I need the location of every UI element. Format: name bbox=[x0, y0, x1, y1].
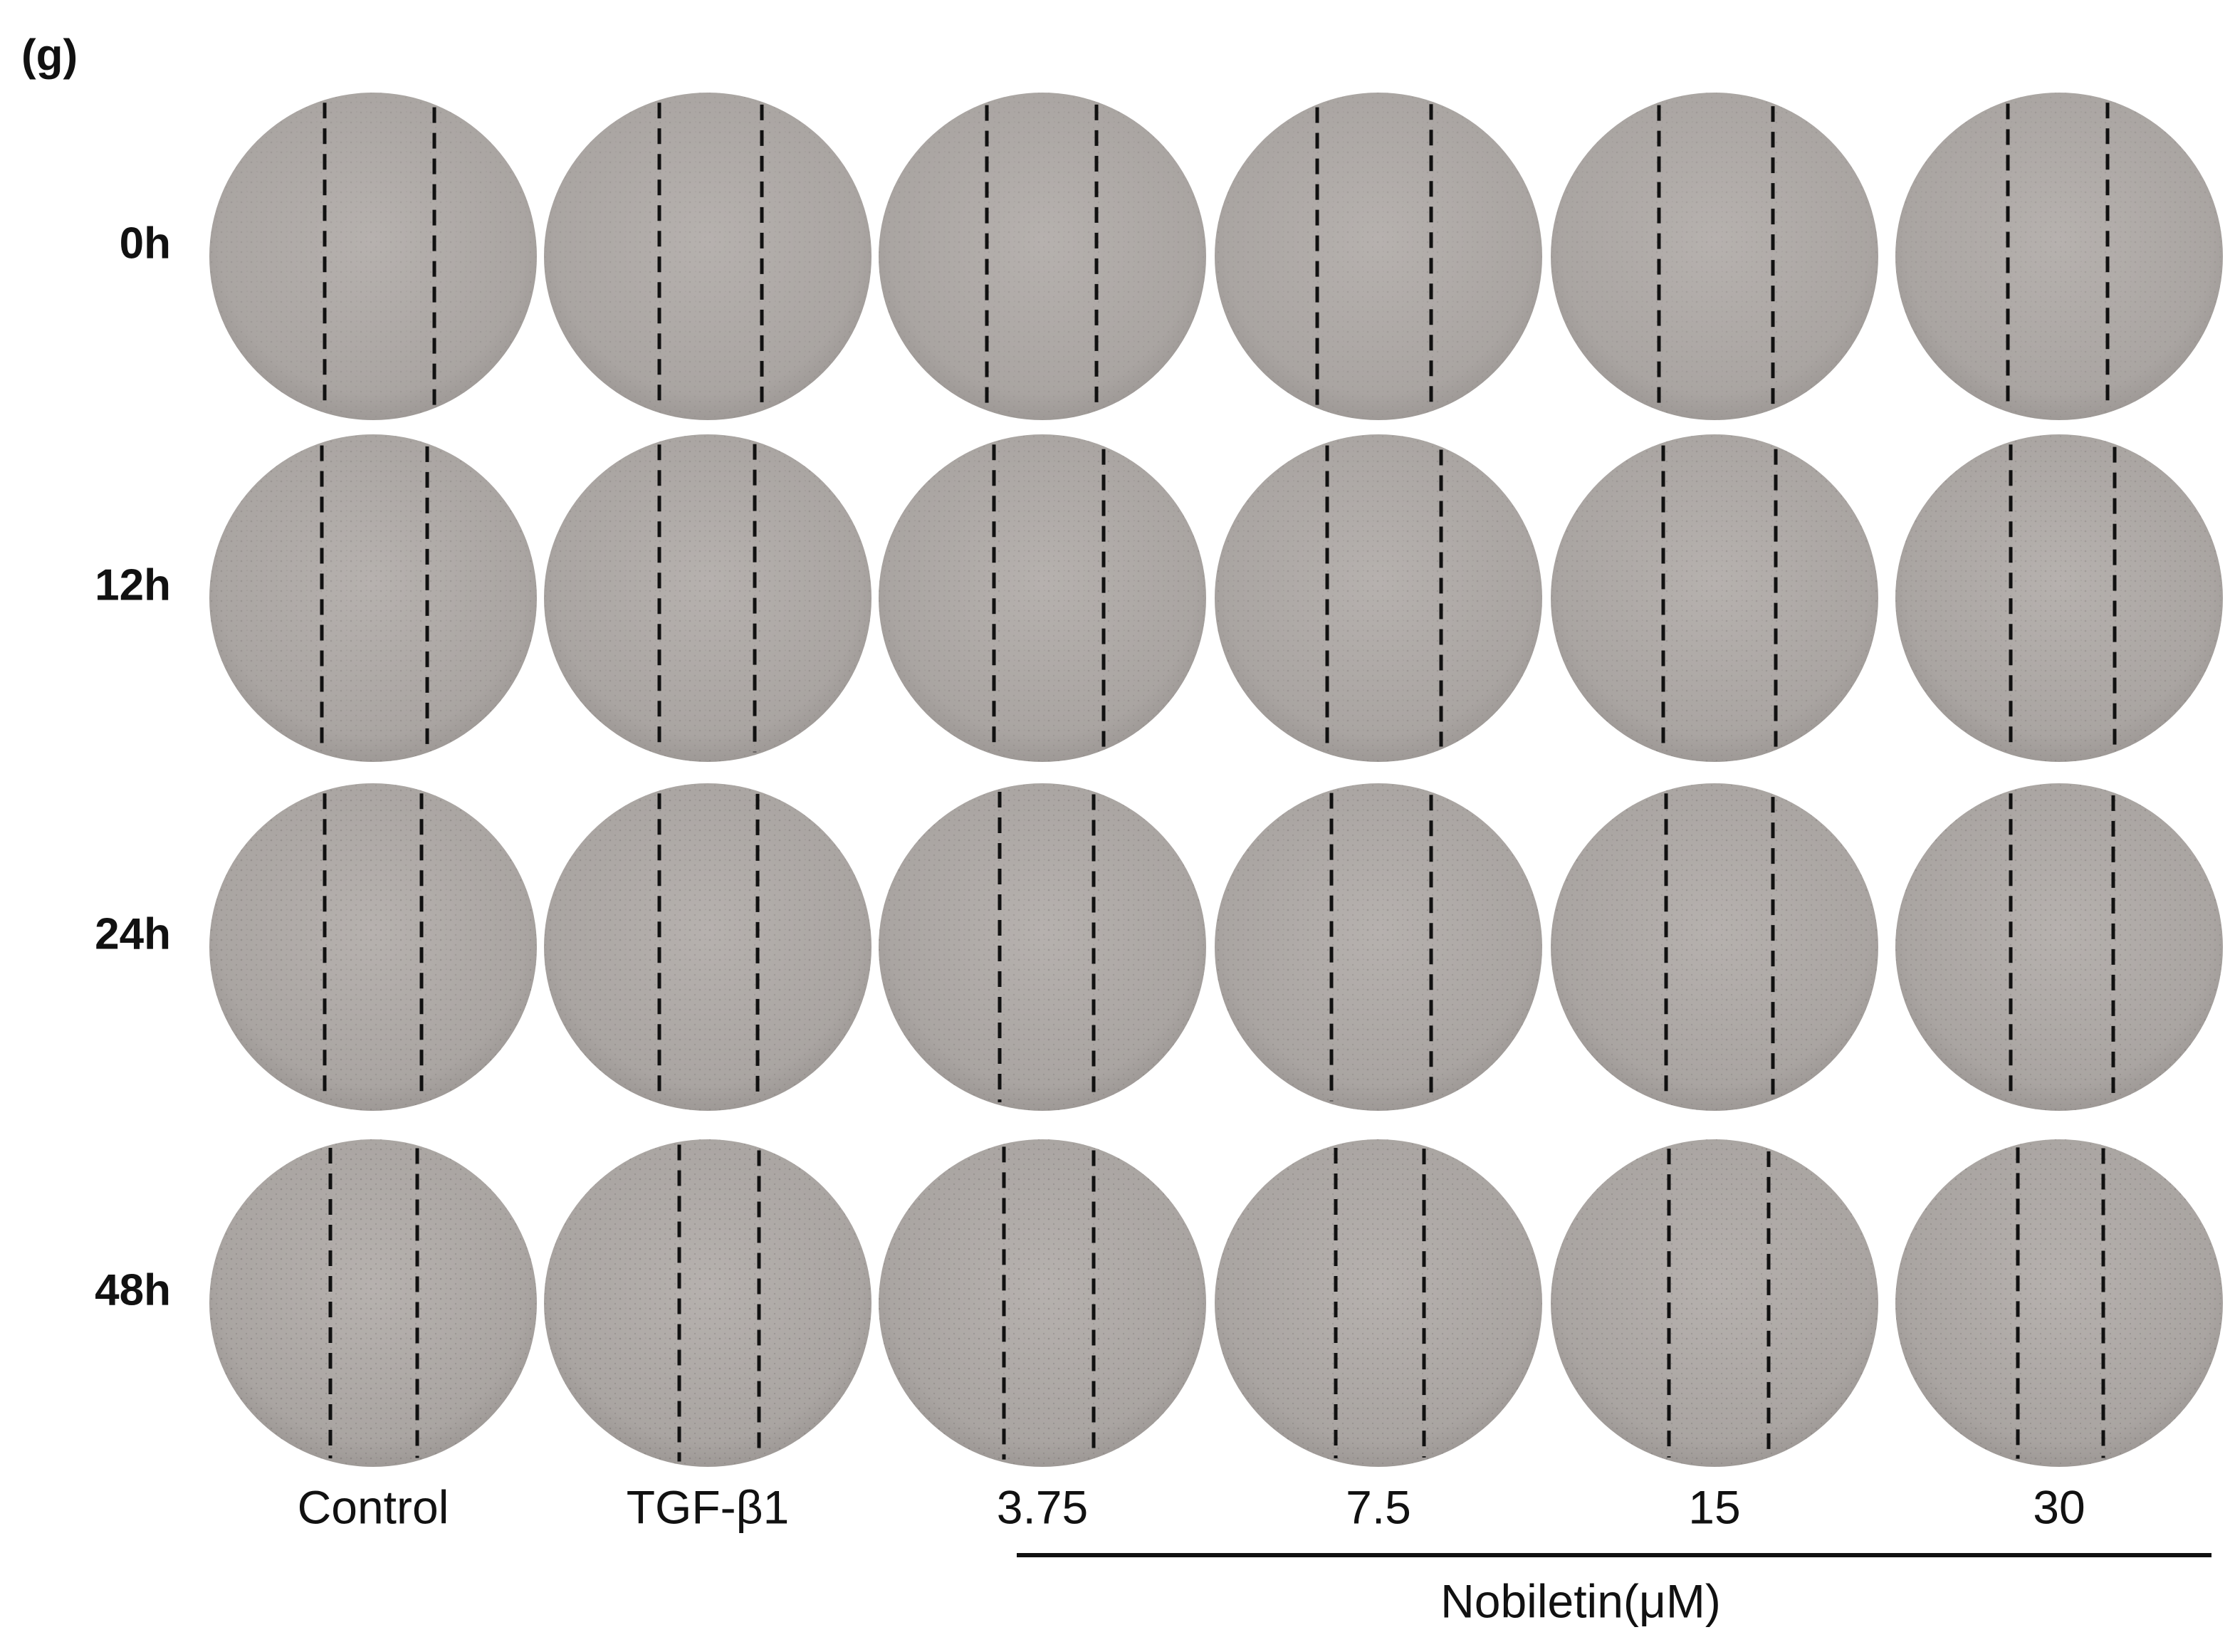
wound-image bbox=[879, 1139, 1206, 1467]
wound-image bbox=[1895, 93, 2223, 420]
wound-image bbox=[1551, 1139, 1878, 1467]
column-label: 7.5 bbox=[1346, 1480, 1411, 1533]
wound-image bbox=[209, 93, 537, 420]
cell-texture bbox=[879, 783, 1206, 1111]
wound-image bbox=[1551, 93, 1878, 420]
cell-texture bbox=[1895, 783, 2223, 1111]
wound-image bbox=[1895, 1139, 2223, 1467]
wound-image bbox=[209, 1139, 537, 1467]
cell-texture bbox=[1551, 783, 1878, 1111]
cell-texture bbox=[209, 434, 537, 762]
wound-image bbox=[1215, 93, 1542, 420]
panel-label: (g) bbox=[21, 31, 78, 80]
cell-texture bbox=[1895, 434, 2223, 762]
wound-image bbox=[879, 783, 1206, 1111]
row-label: 24h bbox=[95, 909, 171, 958]
column-label: 30 bbox=[2033, 1480, 2085, 1533]
cell-texture bbox=[209, 783, 537, 1111]
cell-texture bbox=[209, 1139, 537, 1467]
cell-texture bbox=[544, 93, 871, 420]
cell-texture bbox=[544, 434, 871, 762]
wound-image bbox=[879, 93, 1206, 420]
wound-image bbox=[544, 93, 871, 420]
wound-image bbox=[544, 783, 871, 1111]
cell-texture bbox=[209, 93, 537, 420]
column-label: Control bbox=[298, 1480, 449, 1533]
column-label: TGF-β1 bbox=[627, 1480, 790, 1533]
wound-image bbox=[209, 434, 537, 762]
cell-texture bbox=[544, 783, 871, 1111]
wound-image bbox=[1215, 783, 1542, 1111]
cell-texture bbox=[1551, 434, 1878, 762]
row-label: 0h bbox=[120, 219, 171, 268]
column-label: 3.75 bbox=[997, 1480, 1088, 1533]
cell-texture bbox=[1551, 1139, 1878, 1467]
cell-texture bbox=[1551, 93, 1878, 420]
group-label: Nobiletin(μM) bbox=[1440, 1574, 1721, 1627]
cell-texture bbox=[1215, 783, 1542, 1111]
cell-texture bbox=[544, 1139, 871, 1467]
wound-image bbox=[544, 1139, 871, 1467]
image-grid bbox=[209, 93, 2223, 1467]
wound-image bbox=[209, 783, 537, 1111]
wound-image bbox=[1551, 783, 1878, 1111]
cell-texture bbox=[879, 434, 1206, 762]
wound-image bbox=[879, 434, 1206, 762]
wound-image bbox=[1551, 434, 1878, 762]
wound-image bbox=[1215, 434, 1542, 762]
row-label: 12h bbox=[95, 560, 171, 610]
cell-texture bbox=[1895, 1139, 2223, 1467]
cell-texture bbox=[1895, 93, 2223, 420]
row-label: 48h bbox=[95, 1265, 171, 1314]
cell-texture bbox=[1215, 1139, 1542, 1467]
cell-texture bbox=[879, 93, 1206, 420]
wound-image bbox=[544, 434, 871, 762]
wound-image bbox=[1215, 1139, 1542, 1467]
cell-texture bbox=[1215, 434, 1542, 762]
wound-image bbox=[1895, 783, 2223, 1111]
cell-texture bbox=[1215, 93, 1542, 420]
cell-texture bbox=[879, 1139, 1206, 1467]
wound-image bbox=[1895, 434, 2223, 762]
column-label: 15 bbox=[1688, 1480, 1740, 1533]
